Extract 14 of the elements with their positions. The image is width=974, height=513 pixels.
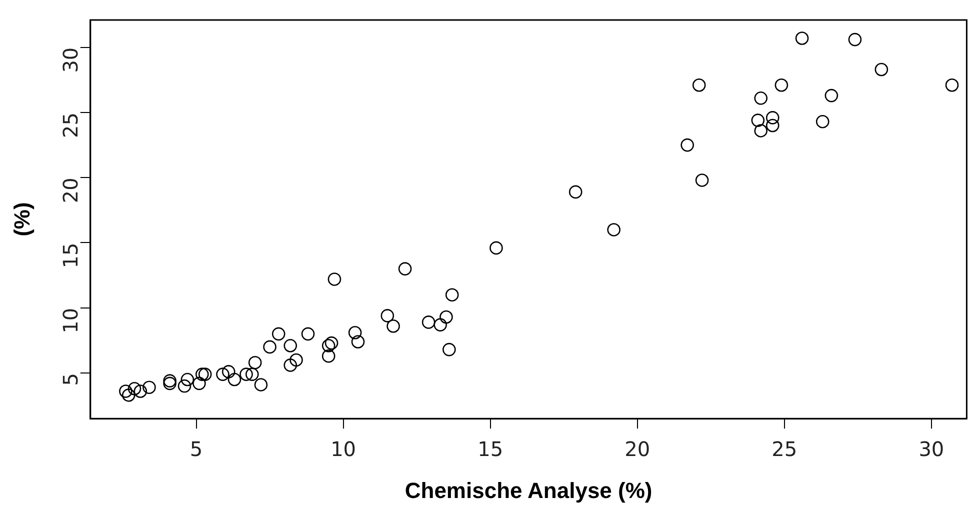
y-tick-label: 10	[58, 308, 83, 334]
x-tick-label: 20	[624, 436, 650, 461]
y-axis-title: (%)	[9, 202, 34, 236]
y-tick-label: 25	[58, 112, 83, 138]
y-tick-label: 20	[58, 178, 83, 204]
y-tick-label: 30	[58, 47, 83, 73]
x-axis-title: Chemische Analyse (%)	[404, 478, 652, 503]
x-tick-label: 25	[772, 436, 798, 461]
x-tick-label: 30	[918, 436, 944, 461]
x-tick-label: 5	[190, 436, 203, 461]
x-tick-label: 10	[330, 436, 356, 461]
y-tick-label: 5	[58, 373, 83, 386]
x-tick-label: 15	[478, 436, 504, 461]
y-tick-label: 15	[58, 242, 83, 268]
